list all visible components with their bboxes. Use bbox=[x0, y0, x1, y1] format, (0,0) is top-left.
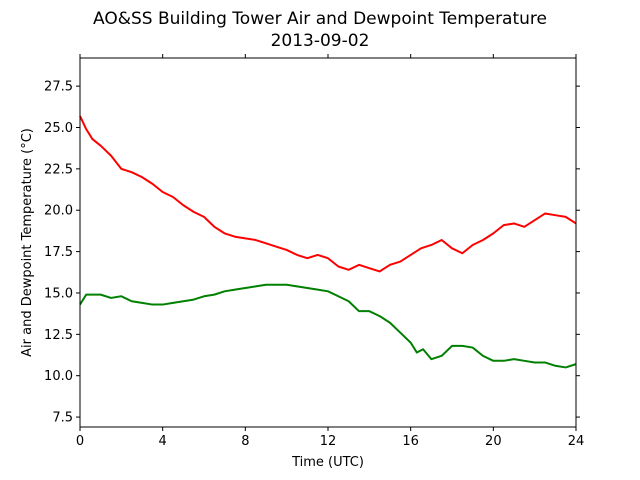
series-line-1 bbox=[79, 115, 577, 273]
y-tick-label: 27.5 bbox=[44, 80, 73, 95]
x-tick-label: 24 bbox=[568, 434, 585, 449]
y-tick-label: 22.5 bbox=[44, 162, 73, 177]
x-axis-label: Time (UTC) bbox=[291, 455, 364, 470]
y-tick-label: 12.5 bbox=[44, 328, 73, 343]
y-tick-label: 7.5 bbox=[52, 411, 73, 426]
plot-frame bbox=[79, 57, 577, 428]
y-tick-label: 15.0 bbox=[44, 286, 73, 301]
y-axis: 7.5 10.0 12.5 15.0 17.5 20.0 22.5 25.0 27.5 bbox=[44, 80, 580, 426]
y-tick-label: 20.0 bbox=[44, 204, 73, 219]
x-tick-label: 0 bbox=[76, 434, 84, 449]
x-tick-label: 4 bbox=[159, 434, 167, 449]
x-tick-label: 8 bbox=[241, 434, 249, 449]
x-axis: 0 4 8 12 16 20 24 bbox=[76, 54, 584, 449]
y-tick-label: 10.0 bbox=[44, 369, 73, 384]
series-line-2 bbox=[79, 283, 577, 369]
chart-title: AO&SS Building Tower Air and Dewpoint Te… bbox=[93, 9, 547, 29]
series-layer bbox=[79, 115, 577, 369]
x-tick-label: 16 bbox=[402, 434, 419, 449]
chart-subtitle: 2013-09-02 bbox=[271, 31, 370, 51]
y-tick-label: 25.0 bbox=[44, 121, 73, 136]
y-tick-label: 17.5 bbox=[44, 245, 73, 260]
y-axis-label: Air and Dewpoint Temperature (°C) bbox=[20, 128, 35, 357]
x-tick-label: 12 bbox=[320, 434, 337, 449]
x-tick-label: 20 bbox=[485, 434, 502, 449]
